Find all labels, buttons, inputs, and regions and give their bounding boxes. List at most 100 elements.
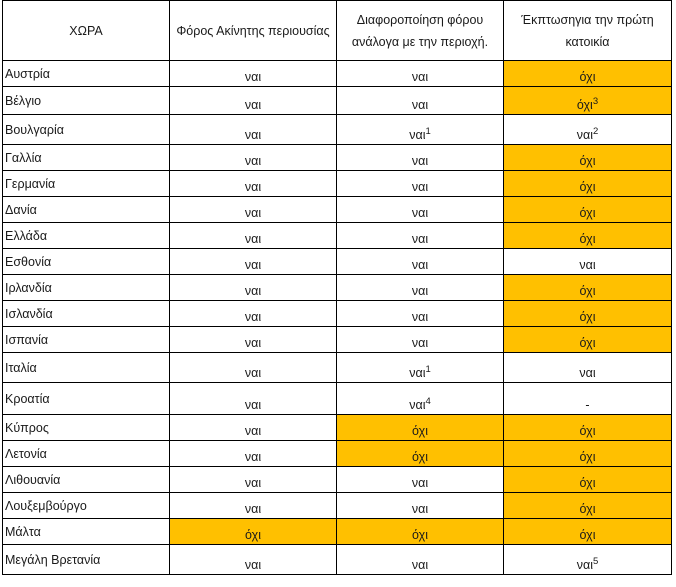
- country-cell: Ιρλανδία: [2, 274, 170, 301]
- cell-value: όχι: [412, 450, 428, 464]
- footnote-marker: 1: [425, 364, 431, 375]
- regional-variation-cell: ναι4: [336, 382, 504, 415]
- cell-value: ναι: [409, 366, 426, 380]
- cell-value: ναι: [411, 476, 429, 490]
- first-home-discount-cell: ναι: [503, 248, 672, 275]
- country-cell: Μάλτα: [2, 518, 170, 545]
- first-home-discount-cell: όχι: [503, 222, 672, 249]
- first-home-discount-cell: ναι2: [503, 114, 672, 145]
- table-row: Λουξεμβούργο ναι ναι όχι: [2, 492, 672, 519]
- table-row: Λιθουανία ναι ναι όχι: [2, 466, 672, 493]
- property-tax-cell: ναι: [169, 300, 337, 327]
- first-home-discount-cell: όχι: [503, 492, 672, 519]
- first-home-discount-cell: ναι5: [503, 544, 672, 575]
- country-cell: Βουλγαρία: [2, 114, 170, 145]
- property-tax-cell: ναι: [169, 196, 337, 223]
- first-home-discount-cell: όχι: [503, 170, 672, 197]
- cell-value: ναι: [411, 310, 429, 324]
- cell-value: ναι: [244, 154, 262, 168]
- cell-value: όχι: [579, 232, 596, 246]
- table-row: Βουλγαρία ναι ναι1 ναι2: [2, 114, 672, 145]
- regional-variation-cell: ναι1: [336, 114, 504, 145]
- regional-variation-cell: όχι: [336, 414, 504, 441]
- table-body: Αυστρία ναι ναι όχι Βέλγιο ναι ναι όχι3 Βουλγαρί…: [2, 60, 672, 575]
- regional-variation-cell: ναι: [336, 544, 504, 575]
- cell-value: ναι: [579, 366, 596, 380]
- property-tax-cell: ναι: [169, 414, 337, 441]
- country-cell: Κύπρος: [2, 414, 170, 441]
- cell-value: ναι: [244, 558, 262, 572]
- cell-value: ναι: [576, 128, 593, 142]
- first-home-discount-cell: όχι: [503, 274, 672, 301]
- cell-value: ναι: [244, 180, 262, 194]
- cell-value: ναι: [244, 258, 262, 272]
- country-cell: Ισπανία: [2, 326, 170, 353]
- cell-value: ναι: [244, 232, 262, 246]
- first-home-discount-cell: όχι: [503, 196, 672, 223]
- country-cell: Λετονία: [2, 440, 170, 467]
- cell-value: ναι: [244, 424, 262, 438]
- first-home-discount-cell: ναι: [503, 352, 672, 383]
- country-cell: Βέλγιο: [2, 86, 170, 115]
- first-home-discount-cell: όχι: [503, 414, 672, 441]
- table-row: Δανία ναι ναι όχι: [2, 196, 672, 223]
- regional-variation-cell: ναι: [336, 170, 504, 197]
- cell-value: ναι: [411, 558, 429, 572]
- table-row: Ιρλανδία ναι ναι όχι: [2, 274, 672, 301]
- footnote-marker: 1: [425, 126, 431, 137]
- table-row: Ιταλία ναι ναι1 ναι: [2, 352, 672, 383]
- header-row: ΧΩΡΑ Φόρος Ακίνητης περιουσίας Διαφοροπο…: [2, 0, 672, 61]
- regional-variation-cell: ναι: [336, 300, 504, 327]
- country-cell: Δανία: [2, 196, 170, 223]
- table-row: Μεγάλη Βρετανία ναι ναι ναι5: [2, 544, 672, 575]
- first-home-discount-cell: όχι: [503, 326, 672, 353]
- cell-value: ναι: [244, 398, 262, 412]
- regional-variation-cell: ναι: [336, 144, 504, 171]
- table-row: Λετονία ναι όχι όχι: [2, 440, 672, 467]
- property-tax-cell: ναι: [169, 170, 337, 197]
- country-cell: Ιταλία: [2, 352, 170, 383]
- table-row: Ισπανία ναι ναι όχι: [2, 326, 672, 353]
- cell-value: όχι: [579, 206, 596, 220]
- first-home-discount-cell: όχι3: [503, 86, 672, 115]
- cell-value: όχι: [579, 528, 596, 542]
- cell-value: ναι: [244, 502, 262, 516]
- property-tax-cell: ναι: [169, 352, 337, 383]
- cell-value: όχι: [245, 528, 261, 542]
- cell-value: ναι: [411, 154, 429, 168]
- regional-variation-cell: όχι: [336, 518, 504, 545]
- property-tax-table: ΧΩΡΑ Φόρος Ακίνητης περιουσίας Διαφοροπο…: [2, 0, 672, 575]
- cell-value: όχι: [579, 502, 596, 516]
- table-row: Ελλάδα ναι ναι όχι: [2, 222, 672, 249]
- cell-value: όχι: [579, 310, 596, 324]
- cell-value: -: [585, 398, 590, 412]
- country-cell: Λουξεμβούργο: [2, 492, 170, 519]
- footnote-marker: 4: [425, 396, 431, 407]
- table-row: Κροατία ναι ναι4 -: [2, 382, 672, 415]
- header-regional-variation: Διαφοροποίηση φόρου ανάλογα με την περιο…: [336, 0, 504, 61]
- cell-value: όχι: [579, 450, 596, 464]
- cell-value: όχι: [579, 284, 596, 298]
- first-home-discount-cell: όχι: [503, 60, 672, 87]
- cell-value: ναι: [411, 70, 429, 84]
- cell-value: ναι: [244, 206, 262, 220]
- cell-value: ναι: [409, 128, 426, 142]
- cell-value: ναι: [411, 502, 429, 516]
- cell-value: ναι: [411, 284, 429, 298]
- cell-value: όχι: [579, 154, 596, 168]
- country-cell: Κροατία: [2, 382, 170, 415]
- first-home-discount-cell: όχι: [503, 466, 672, 493]
- country-cell: Ισλανδία: [2, 300, 170, 327]
- cell-value: όχι: [579, 476, 596, 490]
- property-tax-cell: ναι: [169, 60, 337, 87]
- cell-value: ναι: [244, 98, 262, 112]
- footnote-marker: 5: [592, 556, 599, 567]
- cell-value: ναι: [244, 476, 262, 490]
- cell-value: ναι: [411, 98, 429, 112]
- regional-variation-cell: όχι: [336, 440, 504, 467]
- property-tax-cell: ναι: [169, 326, 337, 353]
- property-tax-cell: ναι: [169, 86, 337, 115]
- property-tax-cell: όχι: [169, 518, 337, 545]
- table-row: Γερμανία ναι ναι όχι: [2, 170, 672, 197]
- cell-value: ναι: [244, 336, 262, 350]
